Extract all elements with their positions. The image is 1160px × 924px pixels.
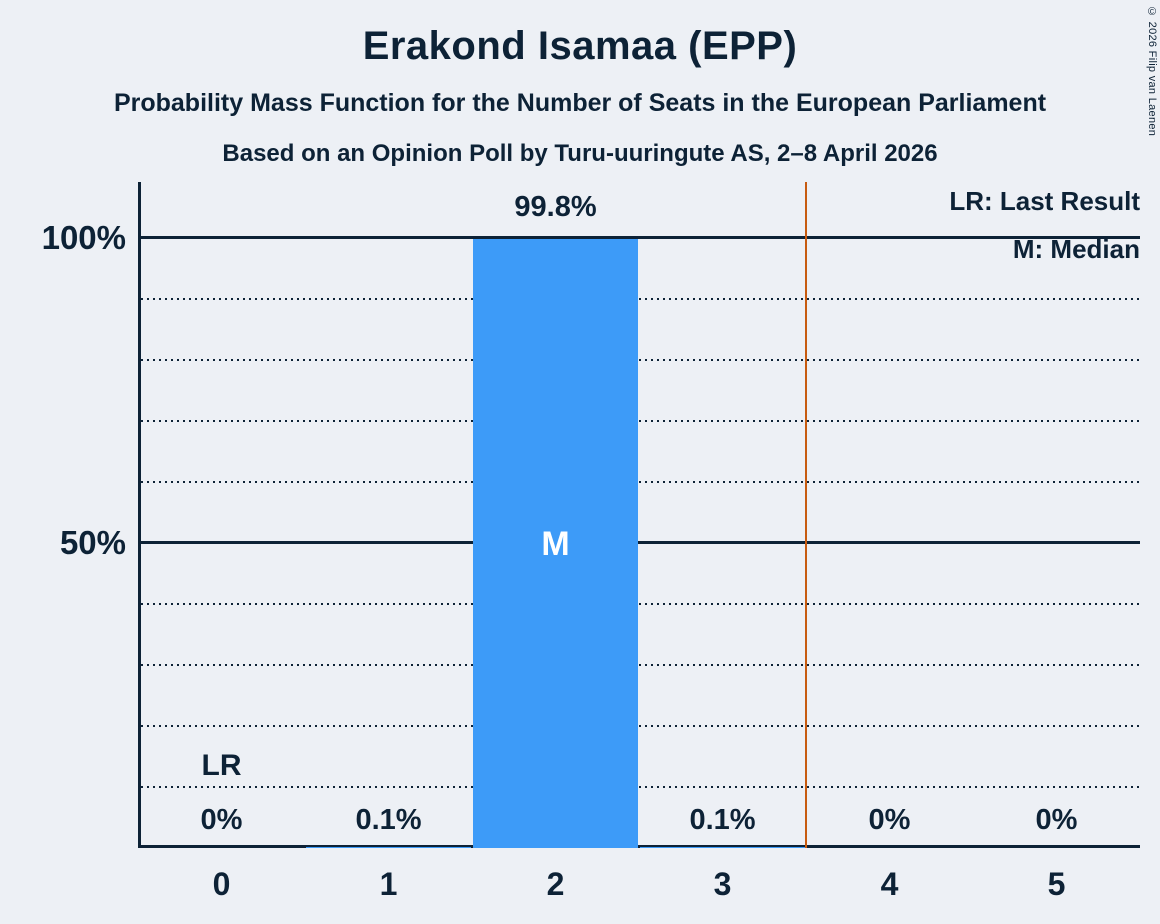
bar-value-label: 0%	[1035, 804, 1078, 836]
last-result-label: LR	[201, 749, 242, 782]
bar-value-label: 0.1%	[355, 804, 422, 836]
bar-value-label: 0%	[868, 804, 911, 836]
x-tick-label: 1	[379, 866, 398, 902]
chart-poll-source: Based on an Opinion Poll by Turu-uuringu…	[222, 140, 938, 167]
x-tick-label: 2	[546, 866, 565, 902]
chart-subtitle: Probability Mass Function for the Number…	[113, 89, 1047, 117]
gridline-dotted	[141, 786, 1140, 788]
x-tick-label: 5	[1047, 866, 1066, 902]
gridline-dotted	[141, 664, 1140, 666]
pmf-bar	[640, 847, 805, 848]
gridline-solid	[141, 541, 1140, 544]
x-tick-label: 0	[212, 866, 231, 902]
reference-line	[805, 182, 807, 848]
gridline-dotted	[141, 359, 1140, 361]
gridline-dotted	[141, 298, 1140, 300]
pmf-bar	[473, 239, 638, 848]
y-tick-label: 50%	[59, 524, 126, 561]
chart-title: Erakond Isamaa (EPP)	[362, 24, 798, 68]
bar-value-label: 99.8%	[514, 191, 597, 224]
gridline-dotted	[141, 603, 1140, 605]
y-axis-line	[138, 182, 141, 848]
gridline-dotted	[141, 725, 1140, 727]
gridline-dotted	[141, 420, 1140, 422]
plot-area: 0% 0.1% 99.8% 0.1% 0% 0% M LR	[138, 182, 1140, 848]
copyright-text: © 2026 Filip van Laenen	[1146, 6, 1158, 137]
legend-last-result: LR: Last Result	[949, 186, 1140, 216]
bar-value-label: 0.1%	[689, 804, 756, 836]
bar-value-label: 0%	[200, 804, 243, 836]
median-marker: M	[541, 524, 570, 563]
x-tick-label: 4	[880, 866, 899, 902]
gridline-dotted	[141, 481, 1140, 483]
legend-median: M: Median	[1012, 234, 1140, 264]
x-tick-label: 3	[713, 866, 732, 902]
x-axis-line	[138, 845, 1140, 848]
gridline-solid	[141, 236, 1140, 239]
pmf-bar	[306, 847, 471, 848]
y-tick-label: 100%	[41, 219, 126, 256]
